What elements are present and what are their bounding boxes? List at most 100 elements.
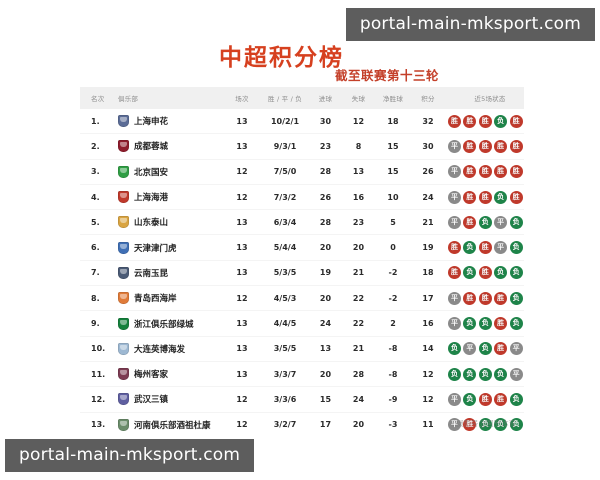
table-row[interactable]: 3. 北京国安 12 7/5/0 28 13 15 26 平胜胜胜胜	[80, 159, 524, 185]
form-badge-loss: 负	[478, 418, 492, 432]
table-row[interactable]: 11. 梅州客家 13 3/3/7 20 28 -8 12 负负负负平	[80, 361, 524, 387]
cell-club[interactable]: 上海海港	[118, 184, 223, 209]
cell-club[interactable]: 北京国安	[118, 159, 223, 184]
cell-goal-difference: -2	[388, 268, 398, 278]
table-row[interactable]: 6. 天津津门虎 13 5/4/4 20 20 0 19 胜负胜平负	[80, 235, 524, 261]
form-badge-loss: 负	[448, 367, 461, 381]
table-row[interactable]: 4. 上海海港 12 7/3/2 26 16 10 24 平胜胜负胜	[80, 184, 524, 210]
form-badge-loss: 负	[494, 367, 508, 381]
cell-wdl: 6/3/4	[273, 217, 297, 227]
form-badge-win: 胜	[494, 165, 508, 179]
standings-table: 名次 俱乐部 场次 胜 / 平 / 负 进球 失球 净胜球 积分 近5场状态 1…	[80, 87, 524, 434]
cell-goals-against: 28	[352, 369, 365, 379]
cell-rank: 7.	[91, 268, 100, 278]
form-badge-win: 胜	[463, 190, 477, 204]
cell-wdl: 5/4/4	[273, 243, 297, 253]
cell-club[interactable]: 成都蓉城	[118, 134, 223, 159]
cell-played: 12	[236, 192, 248, 202]
form-badge-draw: 平	[509, 342, 523, 356]
club-cell: 梅州客家	[118, 368, 223, 381]
table-row[interactable]: 5. 山东泰山 13 6/3/4 28 23 5 21 平胜负平负	[80, 210, 524, 235]
cell-goals-for: 24	[319, 319, 332, 329]
cell-club[interactable]: 青岛西海岸	[118, 286, 223, 311]
cell-goals-for: 20	[319, 369, 332, 379]
cell-form: 负平负胜平	[445, 336, 524, 361]
club-crest-icon	[118, 216, 129, 229]
cell-rank: 10.	[91, 344, 106, 354]
cell-played: 13	[236, 116, 248, 126]
form-badge-win: 胜	[478, 266, 492, 280]
cell-goal-difference: 15	[387, 141, 399, 151]
form-badge-win: 胜	[494, 139, 508, 153]
table-row[interactable]: 8. 青岛西海岸 12 4/5/3 20 22 -2 17 平胜胜胜负	[80, 286, 524, 311]
cell-goals-for: 30	[319, 116, 332, 126]
table-row[interactable]: 10. 大连英博海发 13 3/5/5 13 21 -8 14 负平负胜平	[80, 336, 524, 362]
club-name: 武汉三镇	[134, 395, 169, 406]
club-cell: 青岛西海岸	[118, 292, 223, 305]
club-crest-icon	[118, 191, 129, 204]
cell-goals-against: 20	[352, 243, 365, 253]
form-badges: 负平负胜平	[445, 342, 524, 356]
club-crest-icon	[118, 115, 129, 128]
cell-wdl: 7/3/2	[273, 192, 297, 202]
club-cell: 河南俱乐部酒祖杜康	[118, 418, 223, 431]
cell-club[interactable]: 武汉三镇	[118, 387, 223, 412]
cell-club[interactable]: 云南玉昆	[118, 260, 223, 285]
form-badge-draw: 平	[463, 342, 477, 356]
cell-goals-for: 20	[319, 243, 332, 253]
cell-goals-against: 21	[352, 268, 365, 278]
cell-goals-against: 20	[352, 420, 365, 430]
cell-club[interactable]: 大连英博海发	[118, 336, 223, 361]
cell-rank: 3.	[91, 167, 100, 177]
form-badges: 平胜胜负胜	[445, 190, 524, 204]
cell-points: 16	[422, 319, 434, 329]
cell-club[interactable]: 山东泰山	[118, 210, 223, 235]
cell-club[interactable]: 天津津门虎	[118, 235, 223, 260]
form-badge-win: 胜	[509, 165, 523, 179]
cell-form: 平负负胜负	[445, 311, 524, 336]
cell-rank: 2.	[91, 141, 100, 151]
form-badge-draw: 平	[448, 190, 461, 204]
form-badge-win: 胜	[494, 342, 508, 356]
form-badge-win: 胜	[478, 291, 492, 305]
club-name: 成都蓉城	[134, 142, 169, 153]
club-name: 河南俱乐部酒祖杜康	[134, 420, 211, 431]
cell-goal-difference: 5	[390, 217, 396, 227]
form-badges: 平负负胜负	[445, 317, 524, 331]
column-header-wdl: 胜 / 平 / 负	[268, 95, 302, 103]
cell-goals-for: 17	[319, 420, 332, 430]
cell-points: 12	[422, 394, 434, 404]
form-badge-draw: 平	[448, 291, 461, 305]
cell-club[interactable]: 河南俱乐部酒祖杜康	[118, 412, 223, 434]
table-row[interactable]: 12. 武汉三镇 12 3/3/6 15 24 -9 12 平负胜胜负	[80, 387, 524, 413]
cell-points: 24	[422, 192, 434, 202]
cell-wdl: 7/5/0	[273, 167, 297, 177]
cell-goals-against: 16	[352, 192, 365, 202]
cell-club[interactable]: 浙江俱乐部绿城	[118, 311, 223, 336]
cell-form: 平胜胜胜胜	[445, 134, 524, 159]
form-badges: 平胜胜胜胜	[445, 165, 524, 179]
cell-goals-against: 22	[352, 319, 365, 329]
cell-points: 14	[422, 344, 434, 354]
table-row[interactable]: 9. 浙江俱乐部绿城 13 4/4/5 24 22 2 16 平负负胜负	[80, 311, 524, 337]
cell-club[interactable]: 上海申花	[118, 109, 223, 134]
table-row[interactable]: 1. 上海申花 13 10/2/1 30 12 18 32 胜胜胜负胜	[80, 109, 524, 134]
column-header-goals-for: 进球	[318, 95, 333, 103]
watermark-banner-top: portal-main-mksport.com	[345, 8, 595, 41]
cell-club[interactable]: 梅州客家	[118, 361, 223, 386]
form-badge-win: 胜	[478, 190, 492, 204]
club-cell: 天津津门虎	[118, 241, 223, 254]
form-badge-loss: 负	[478, 215, 492, 229]
table-row[interactable]: 2. 成都蓉城 13 9/3/1 23 8 15 30 平胜胜胜胜	[80, 134, 524, 160]
cell-played: 13	[236, 217, 248, 227]
form-badge-loss: 负	[463, 317, 477, 331]
table-row[interactable]: 7. 云南玉昆 13 5/3/5 19 21 -2 18 胜负胜负负	[80, 260, 524, 286]
cell-played: 13	[236, 344, 248, 354]
cell-points: 17	[422, 293, 434, 303]
cell-goals-against: 23	[352, 217, 365, 227]
page-subtitle: 截至联赛第十三轮	[335, 68, 440, 83]
standings-card: 中超积分榜 截至联赛第十三轮 名次 俱乐部 场次 胜 / 平 / 负 进球 失球…	[80, 30, 524, 434]
form-badge-loss: 负	[494, 114, 508, 128]
table-row[interactable]: 13. 河南俱乐部酒祖杜康 12 3/2/7 17 20 -3 11 平胜负负负	[80, 412, 524, 434]
